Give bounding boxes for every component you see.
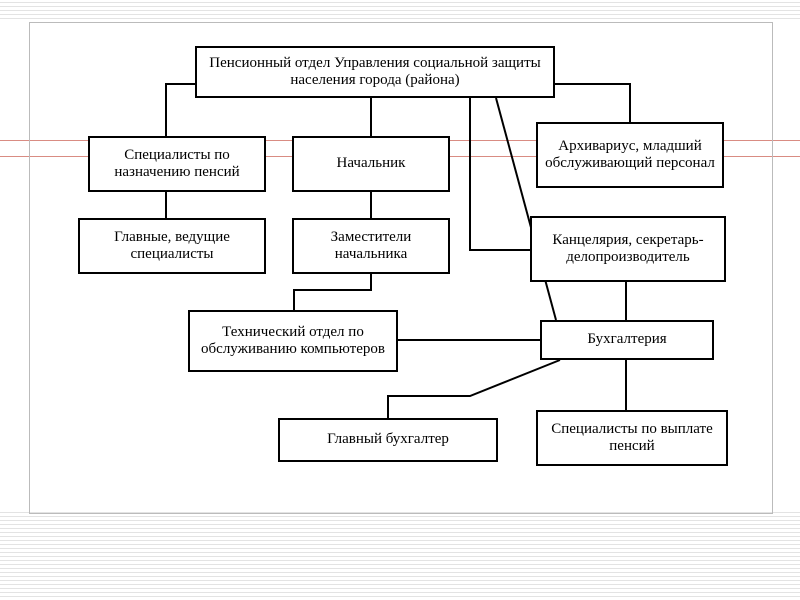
node-tech: Технический отдел по обслуживанию компью… [188, 310, 398, 372]
node-label: Главный бухгалтер [286, 431, 490, 448]
node-acc: Бухгалтерия [540, 320, 714, 360]
node-office: Канцелярия, секретарь-делопроизводитель [530, 216, 726, 282]
node-mainacc: Главный бухгалтер [278, 418, 498, 462]
edge-root-to-office [470, 98, 530, 250]
node-payout: Специалисты по выплате пенсий [536, 410, 728, 466]
edge-root-to-arch [555, 84, 630, 122]
node-label: Главные, ведущие специалисты [86, 229, 258, 264]
node-chief: Начальник [292, 136, 450, 192]
edge-acc-to-mainacc [388, 360, 560, 418]
node-deputy: Заместители начальника [292, 218, 450, 274]
node-label: Канцелярия, секретарь-делопроизводитель [538, 232, 718, 267]
node-label: Бухгалтерия [548, 331, 706, 348]
node-arch: Архивариус, младший обслужи­вающий персо… [536, 122, 724, 188]
node-root: Пенсионный отдел Управления социальной з… [195, 46, 555, 98]
node-label: Пенсионный отдел Управления социальной з… [203, 55, 547, 90]
node-label: Специалисты по назначению пенсий [96, 147, 258, 182]
node-label: Технический отдел по обслуживанию компью… [196, 324, 390, 359]
edge-deputy-to-tech [294, 274, 371, 310]
edge-root-to-spec [166, 84, 195, 136]
org-chart-page: Пенсионный отдел Управления социальной з… [0, 0, 800, 600]
node-label: Заместители начальника [300, 229, 442, 264]
node-spec: Специалисты по назначению пенсий [88, 136, 266, 192]
node-lead: Главные, ведущие специалисты [78, 218, 266, 274]
node-label: Начальник [300, 155, 442, 172]
node-label: Специалисты по выплате пенсий [544, 421, 720, 456]
node-label: Архивариус, младший обслужи­вающий персо… [544, 138, 716, 173]
